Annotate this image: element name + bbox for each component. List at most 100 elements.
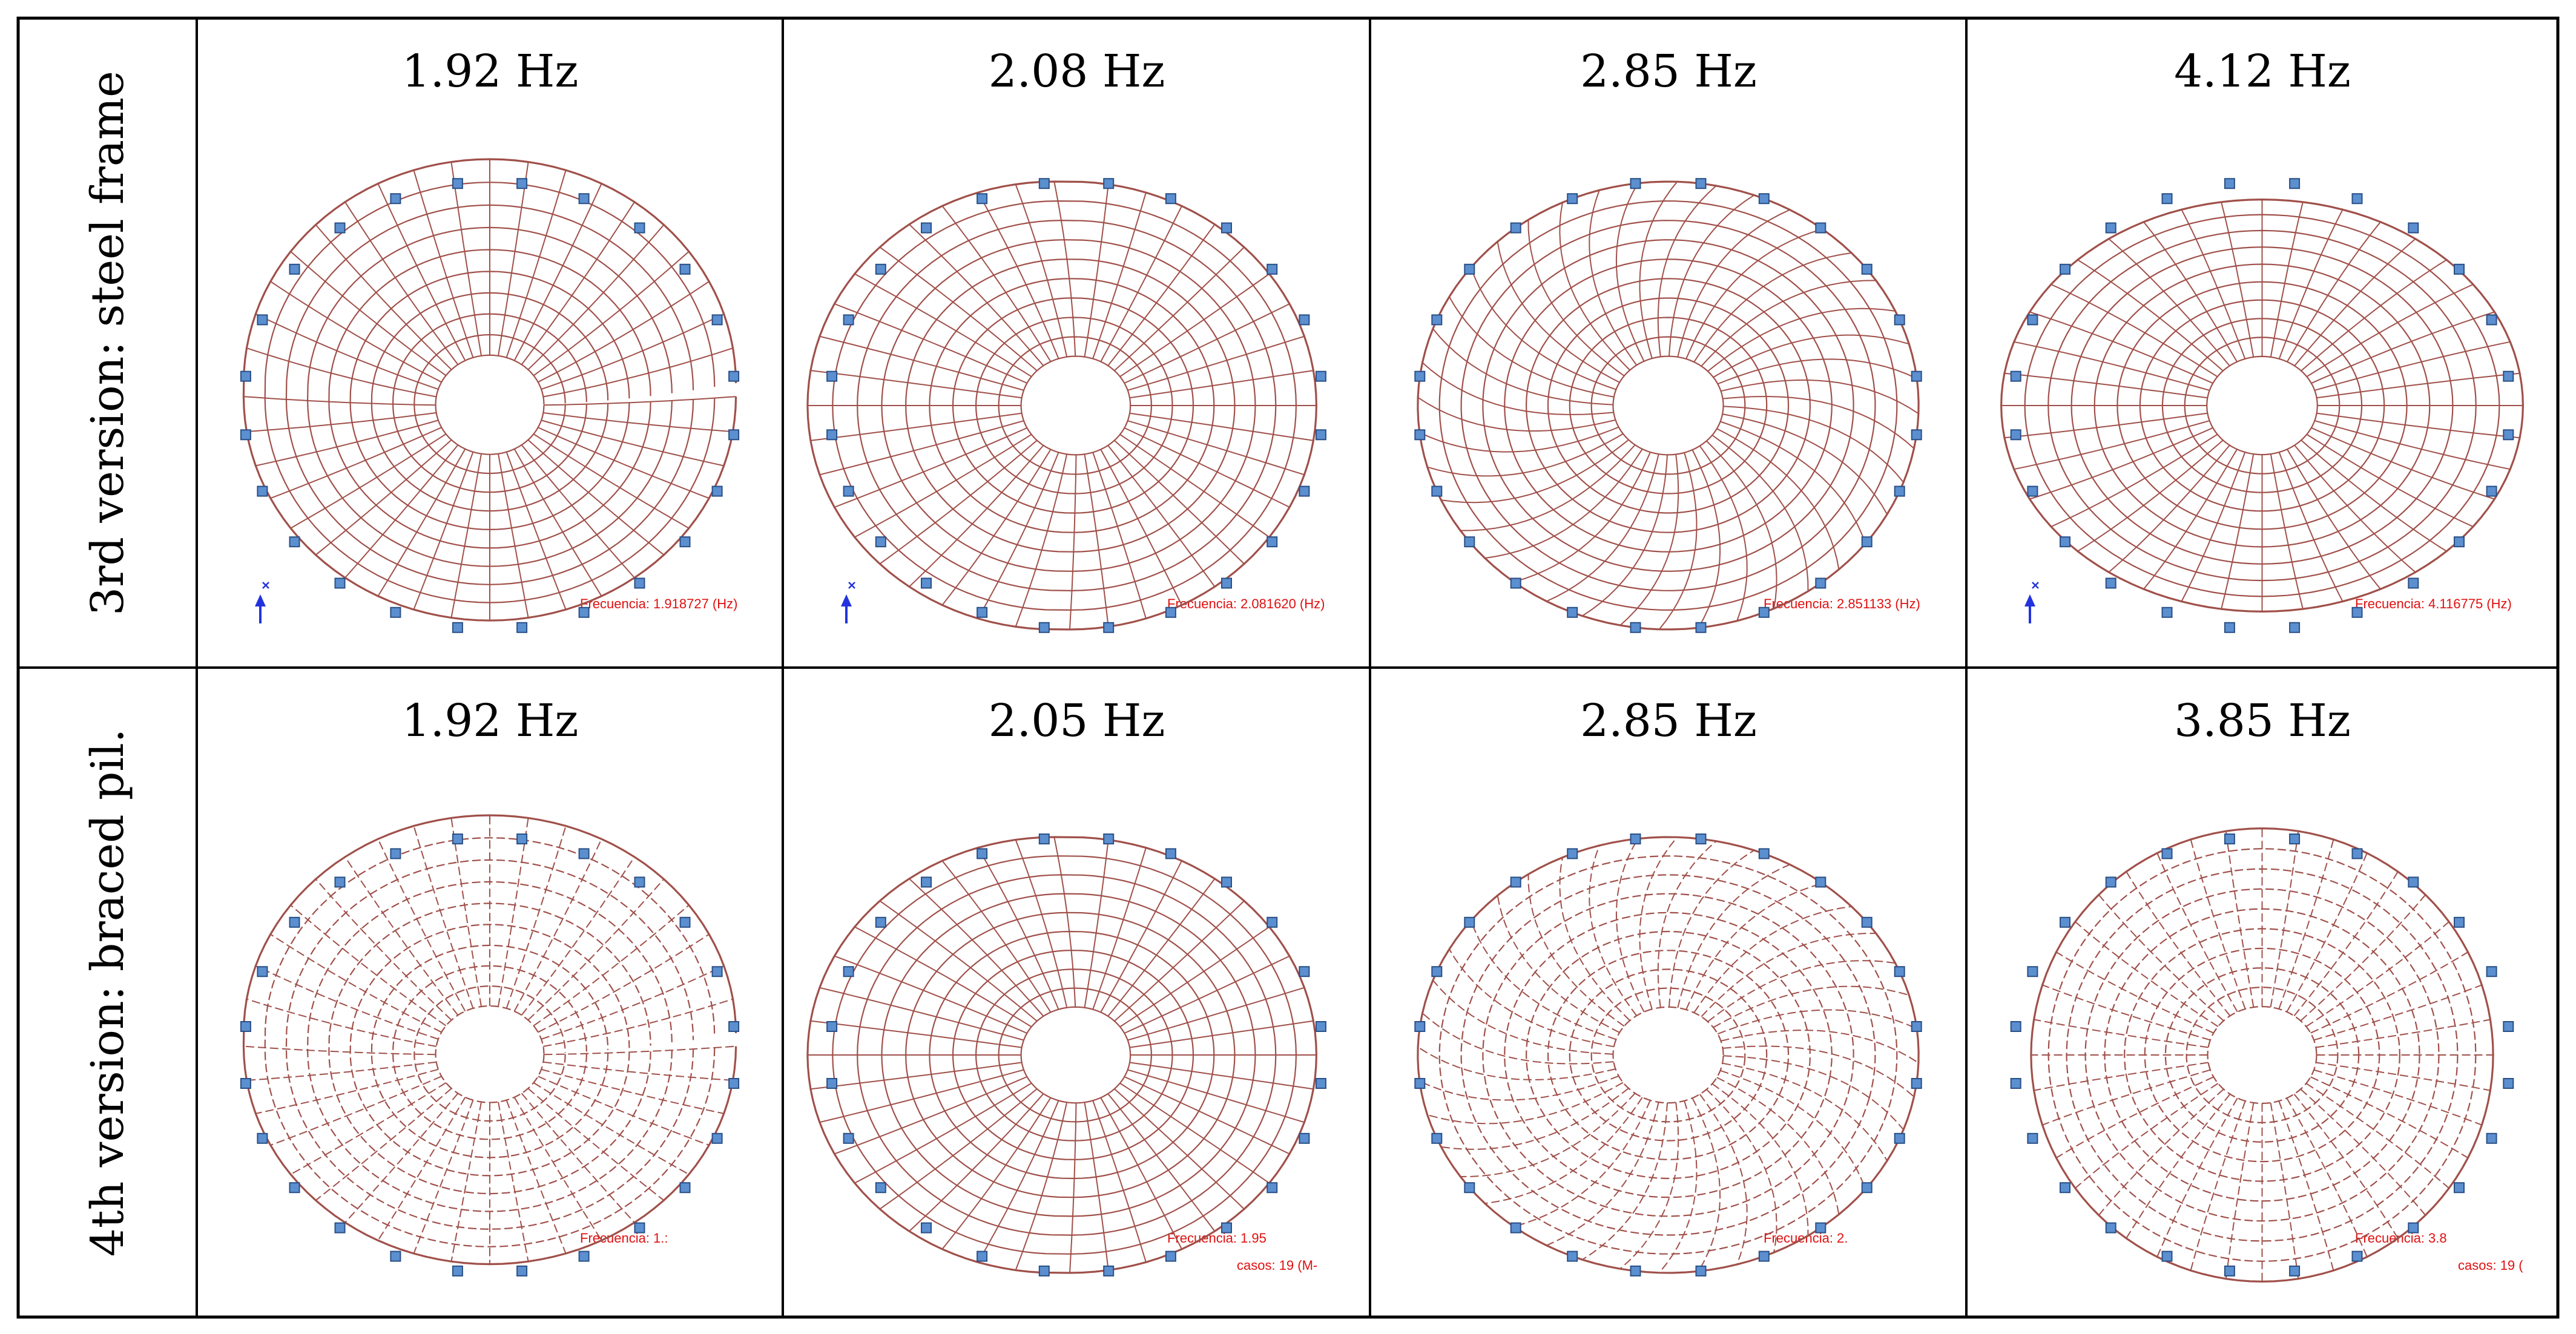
mesh-spoke bbox=[2306, 283, 2474, 378]
mesh-spoke bbox=[255, 313, 439, 390]
mesh-spoke bbox=[834, 955, 1027, 1034]
support-node-icon bbox=[1861, 1182, 1873, 1194]
mesh-spoke bbox=[1092, 452, 1147, 619]
mesh-spoke bbox=[2126, 871, 2231, 1017]
mesh-spoke bbox=[543, 1061, 733, 1081]
mesh-spoke bbox=[2034, 1019, 2209, 1048]
support-node-icon bbox=[2010, 1078, 2021, 1089]
support-node-icon bbox=[2486, 314, 2497, 326]
support-node-icon bbox=[1267, 916, 1278, 928]
mesh-spoke bbox=[246, 998, 436, 1047]
support-node-icon bbox=[1267, 536, 1278, 548]
support-node-icon bbox=[1894, 1132, 1905, 1144]
mesh-spoke bbox=[1441, 1088, 1629, 1150]
support-node-icon bbox=[728, 1078, 740, 1089]
mesh-spoke bbox=[377, 183, 466, 361]
support-node-icon bbox=[2486, 966, 2497, 978]
mesh-spoke bbox=[1497, 895, 1620, 1033]
mesh-spoke bbox=[834, 427, 1027, 508]
mesh-spoke bbox=[2181, 209, 2246, 360]
support-node-icon bbox=[516, 833, 528, 845]
mesh-spoke bbox=[506, 1100, 567, 1254]
support-node-icon bbox=[1630, 833, 1641, 845]
mesh-spoke bbox=[541, 965, 725, 1040]
mesh-spoke bbox=[1419, 426, 1619, 453]
mesh-spoke bbox=[538, 1076, 710, 1146]
mesh-spoke bbox=[1432, 328, 1613, 406]
mesh-ring bbox=[1569, 317, 1768, 494]
mesh-spoke bbox=[941, 860, 1052, 1013]
mesh-spoke bbox=[941, 448, 1052, 606]
mesh-spoke bbox=[538, 427, 710, 499]
support-node-icon bbox=[257, 1132, 268, 1144]
mesh-spoke bbox=[538, 933, 710, 1033]
mesh-spoke bbox=[513, 183, 602, 361]
support-node-icon bbox=[728, 1021, 740, 1032]
mesh-spoke bbox=[2305, 1083, 2449, 1189]
mesh-spoke bbox=[1484, 1097, 1643, 1204]
support-node-icon bbox=[1815, 222, 1827, 234]
support-node-icon bbox=[1630, 178, 1641, 189]
mesh-spoke bbox=[506, 169, 567, 358]
mesh-spoke bbox=[1559, 202, 1630, 371]
mesh-spoke bbox=[909, 878, 1044, 1017]
mesh-spoke bbox=[243, 396, 436, 406]
mesh-spoke bbox=[1721, 1030, 1919, 1063]
support-node-icon bbox=[977, 193, 988, 205]
mesh-spoke bbox=[2286, 853, 2368, 1013]
support-node-icon bbox=[1894, 966, 1905, 978]
support-node-icon bbox=[679, 1182, 691, 1194]
support-node-icon bbox=[1894, 485, 1905, 497]
mesh-spoke bbox=[977, 452, 1059, 619]
support-node-icon bbox=[257, 485, 268, 497]
mesh-spoke bbox=[2221, 453, 2255, 610]
support-node-icon bbox=[1758, 606, 1770, 618]
mesh-spoke bbox=[1015, 840, 1068, 1008]
support-node-icon bbox=[2454, 536, 2465, 548]
software-frequency-label: Frecuencia: 1.918727 (Hz) bbox=[580, 596, 738, 611]
mesh-spoke bbox=[1107, 878, 1216, 1017]
mesh-spoke bbox=[2314, 420, 2511, 470]
support-node-icon bbox=[1815, 1222, 1827, 1234]
mesh-spoke bbox=[2316, 1019, 2491, 1048]
mesh-spoke bbox=[810, 412, 1022, 441]
support-node-icon bbox=[516, 178, 528, 189]
mesh-spoke bbox=[521, 1092, 635, 1223]
support-node-icon bbox=[1464, 263, 1475, 275]
support-node-icon bbox=[516, 1265, 528, 1276]
support-node-icon bbox=[452, 1265, 463, 1276]
mesh-spoke bbox=[1114, 1088, 1245, 1210]
mesh-spoke bbox=[1107, 1093, 1216, 1232]
mesh-spoke bbox=[246, 412, 436, 433]
support-node-icon bbox=[2454, 916, 2465, 928]
mesh-spoke bbox=[2286, 1097, 2368, 1257]
mesh-spoke bbox=[2270, 453, 2304, 610]
mesh-spoke bbox=[255, 965, 439, 1040]
support-node-icon bbox=[2351, 193, 2363, 205]
mesh-spoke bbox=[1092, 1100, 1147, 1263]
mesh-spoke bbox=[450, 1102, 482, 1262]
support-node-icon bbox=[1103, 622, 1115, 633]
mesh-spoke bbox=[1107, 445, 1216, 587]
support-node-icon bbox=[728, 429, 740, 441]
mesh-spoke bbox=[2156, 1097, 2238, 1257]
mesh-spoke bbox=[1722, 413, 1888, 515]
support-node-icon bbox=[2289, 178, 2301, 189]
mesh-spoke bbox=[1582, 1103, 1668, 1261]
support-node-icon bbox=[711, 314, 723, 326]
mesh-spoke bbox=[2316, 372, 2520, 399]
mesh-spoke bbox=[1514, 1100, 1651, 1227]
mesh-spoke bbox=[834, 1076, 1027, 1155]
support-node-icon bbox=[921, 876, 932, 888]
support-node-icon bbox=[2503, 370, 2514, 382]
mesh-spoke bbox=[538, 281, 710, 383]
mesh-spoke bbox=[1677, 864, 1790, 1008]
support-node-icon bbox=[921, 577, 932, 589]
support-node-icon bbox=[2060, 916, 2070, 928]
support-node-icon bbox=[1758, 193, 1770, 205]
mesh-spoke bbox=[506, 826, 567, 1009]
mesh-spoke bbox=[543, 347, 733, 398]
mesh-spoke bbox=[270, 933, 442, 1033]
mesh-spoke bbox=[243, 1045, 436, 1056]
support-node-icon bbox=[2408, 222, 2419, 234]
